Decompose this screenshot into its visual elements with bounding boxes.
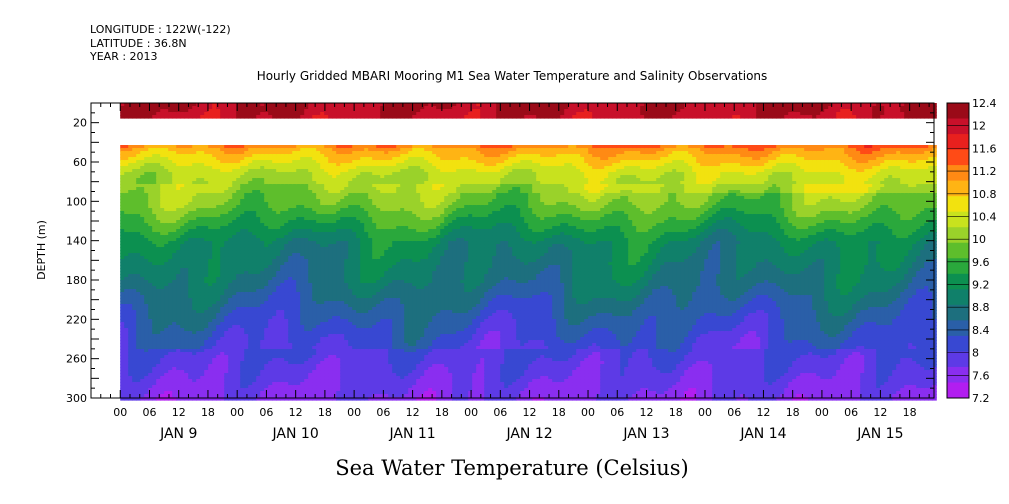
longitude-label: LONGITUDE : 122W(-122) [90,23,231,36]
heatmap-cell [136,115,141,119]
heatmap-cell [280,115,285,119]
heatmap-cell [256,115,261,119]
heatmap-cell [236,115,241,119]
heatmap-cell [224,115,229,119]
heatmap-cell [152,115,157,119]
year-label: YEAR : 2013 [89,50,158,63]
heatmap-cell [316,115,321,119]
heatmap-cell [232,115,237,119]
heatmap-cell [172,115,177,119]
heatmap-cell [268,115,273,119]
heatmap-cell [128,115,133,119]
plot-area [120,103,937,401]
heatmap-cell [288,115,293,119]
heatmap-cell [180,115,185,119]
heatmap-cell [328,115,333,119]
heatmap-cell [212,115,217,119]
heatmap-cell [320,115,325,119]
heatmap-cell [156,115,161,119]
heatmap-cell [140,115,145,119]
heatmap-cell [184,115,189,119]
heatmap-cell [252,115,257,119]
heatmap-cell [340,115,345,119]
heatmap-cell [312,115,317,119]
heatmap-cell [264,115,269,119]
heatmap-cell [188,115,193,119]
heatmap-cell [292,115,297,119]
heatmap-cell [148,115,153,119]
heatmap-cell [164,115,169,119]
heatmap-cell [168,115,173,119]
heatmap-cell [220,115,225,119]
heatmap-cell [244,115,249,119]
heatmap-cell [300,115,305,119]
heatmap-cell [332,115,337,119]
heatmap-cell [124,115,129,119]
heatmap-cell [248,115,253,119]
chart-title: Hourly Gridded MBARI Mooring M1 Sea Wate… [257,69,768,83]
heatmap-cell [296,115,301,119]
heatmap-cell [284,115,289,119]
heatmap-cell [192,115,197,119]
heatmap-cell [196,115,201,119]
heatmap-cell [160,115,165,119]
heatmap-cell [324,115,329,119]
heatmap-cell [308,115,313,119]
heatmap-cell [304,115,309,119]
heatmap-cell [132,115,137,119]
heatmap-cell [240,115,245,119]
heatmap-cell [176,115,181,119]
heatmap-cell [216,115,221,119]
heatmap-cell [208,115,213,119]
heatmap-cell [272,115,277,119]
heatmap-cell [120,115,125,119]
heatmap-cell [144,115,149,119]
latitude-label: LATITUDE : 36.8N [90,37,187,50]
heatmap-cell [228,115,233,119]
heatmap-cell [204,115,209,119]
heatmap-cell [276,115,281,119]
heatmap-cell [336,115,341,119]
heatmap-cell [200,115,205,119]
heatmap-cell [260,115,265,119]
